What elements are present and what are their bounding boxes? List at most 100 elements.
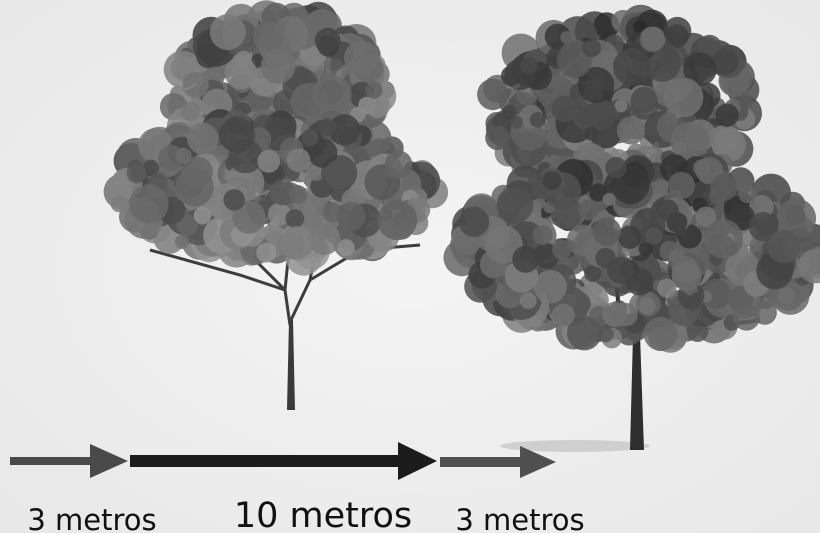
leaf-cluster	[496, 186, 534, 224]
leaf-cluster	[533, 270, 567, 304]
leaf-cluster	[458, 206, 490, 237]
leaf-cluster	[209, 14, 246, 51]
leaf-cluster	[268, 202, 291, 226]
leaf-cluster	[618, 225, 642, 249]
arrows	[10, 442, 556, 480]
leaf-cluster	[734, 263, 750, 279]
leaf-cluster	[256, 242, 277, 263]
leaf-cluster	[602, 192, 616, 206]
arrow	[440, 446, 556, 478]
leaf-cluster	[798, 248, 820, 284]
leaf-cluster	[235, 50, 252, 68]
leaf-cluster	[552, 239, 572, 260]
leaf-cluster	[529, 112, 546, 128]
leaf-cluster	[671, 260, 702, 291]
leaf-cluster	[260, 49, 296, 84]
leaf-cluster	[584, 264, 602, 282]
leaf-cluster	[314, 27, 341, 54]
leaf-cluster	[738, 185, 757, 204]
leaf-cluster	[748, 212, 779, 242]
leaf-cluster	[377, 200, 418, 241]
leaf-cluster	[584, 126, 599, 141]
leaf-cluster	[657, 278, 677, 298]
leaf-cluster	[344, 40, 380, 76]
leaf-cluster	[187, 122, 219, 155]
leaf-cluster	[519, 292, 537, 310]
leaf-cluster	[384, 150, 413, 179]
leaf-cluster	[667, 171, 696, 200]
leaf-cluster	[337, 239, 355, 257]
leaf-cluster	[542, 171, 562, 191]
leaf-cluster	[193, 206, 212, 225]
leaf-cluster	[484, 225, 523, 264]
leaf-cluster	[279, 226, 314, 260]
leaf-cluster	[577, 199, 599, 221]
leaf-cluster	[312, 74, 352, 115]
leaf-cluster	[577, 66, 615, 104]
leaf-cluster	[502, 104, 517, 119]
leaf-cluster	[567, 315, 602, 351]
leaf-cluster	[638, 297, 656, 315]
distance-label: 3 metros	[455, 503, 584, 533]
leaf-cluster	[232, 200, 266, 234]
leaf-cluster	[551, 95, 579, 123]
leaf-cluster	[196, 44, 221, 69]
leaf-cluster	[219, 116, 255, 153]
leaf-cluster	[288, 185, 308, 204]
leaf-cluster	[176, 214, 198, 236]
leaf-cluster	[318, 118, 337, 137]
leaf-cluster	[605, 156, 627, 179]
leaf-cluster	[329, 58, 343, 71]
trunk	[630, 335, 644, 450]
leaf-cluster	[129, 184, 169, 224]
canopy	[103, 0, 449, 276]
leaf-cluster	[110, 195, 128, 213]
leaf-cluster	[703, 219, 744, 259]
leaf-cluster	[510, 116, 524, 129]
arrow	[130, 442, 437, 480]
leaf-cluster	[785, 205, 806, 226]
leaf-cluster	[752, 300, 777, 325]
leaf-cluster	[737, 93, 753, 109]
leaf-cluster	[126, 163, 147, 184]
leaf-cluster	[767, 230, 801, 264]
leaf-cluster	[532, 225, 553, 245]
leaf-cluster	[614, 302, 638, 327]
leaf-cluster	[586, 98, 617, 130]
leaf-cluster	[365, 93, 390, 119]
leaf-cluster	[592, 217, 622, 246]
leaf-cluster	[589, 183, 608, 202]
leaf-cluster	[683, 52, 717, 86]
leaf-cluster	[712, 48, 739, 76]
leaf-cluster	[663, 16, 692, 45]
leaf-cluster	[286, 148, 311, 173]
leaf-cluster	[257, 149, 281, 173]
tree-large	[443, 4, 820, 450]
leaf-cluster	[551, 303, 575, 327]
leaf-cluster	[560, 31, 573, 44]
leaf-cluster	[640, 26, 666, 52]
leaf-cluster	[182, 71, 209, 98]
leaf-cluster	[223, 189, 245, 211]
leaf-cluster	[663, 77, 704, 118]
leaf-cluster	[365, 81, 383, 99]
leaf-cluster	[597, 326, 614, 343]
arrow	[10, 444, 128, 478]
distance-label: 3 metros	[27, 503, 156, 533]
leaf-cluster	[477, 78, 509, 111]
leaf-cluster	[670, 121, 710, 161]
shadow	[500, 440, 650, 452]
leaf-cluster	[695, 206, 717, 228]
leaf-cluster	[181, 156, 213, 189]
leaf-cluster	[485, 125, 510, 150]
leaf-cluster	[645, 227, 663, 245]
leaf-cluster	[308, 138, 338, 168]
leaf-cluster	[614, 99, 628, 113]
canopy	[443, 4, 820, 353]
leaf-cluster	[174, 234, 190, 249]
leaf-cluster	[638, 241, 654, 257]
leaf-cluster	[328, 114, 361, 146]
leaf-cluster	[285, 209, 305, 229]
leaf-cluster	[336, 202, 366, 232]
